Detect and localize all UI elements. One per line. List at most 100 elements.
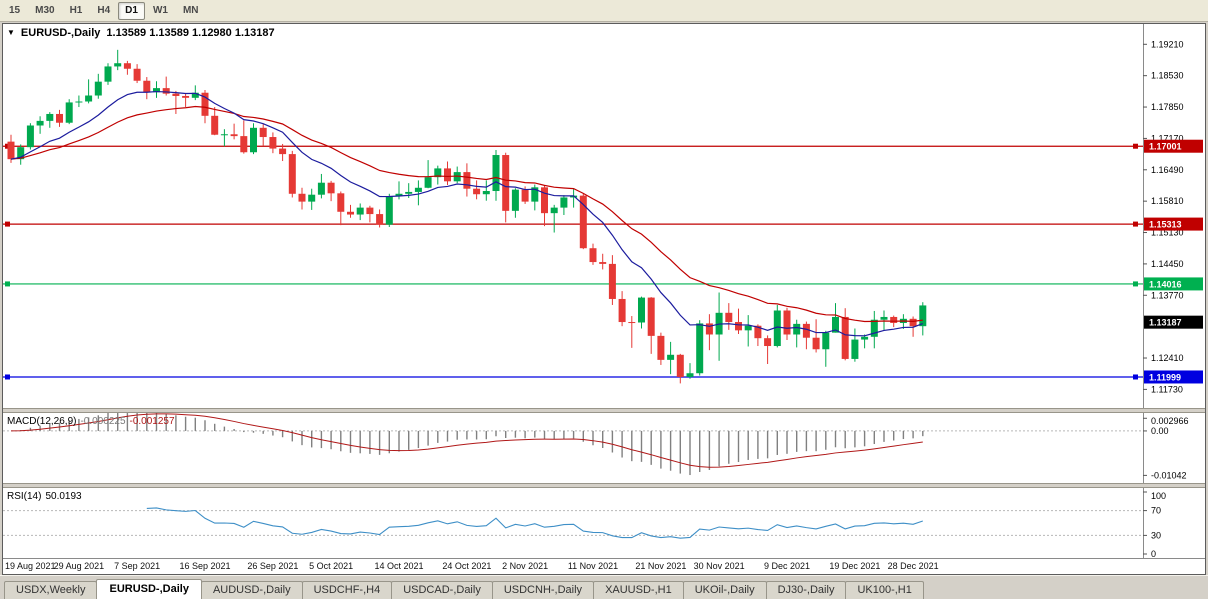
candle-body xyxy=(288,154,296,194)
macd-signal-value: -0.001257 xyxy=(129,416,175,427)
candlestick-series[interactable] xyxy=(7,49,927,384)
candle-body xyxy=(114,63,122,67)
candle-body xyxy=(696,323,704,374)
candle-body xyxy=(647,297,655,336)
candle-body xyxy=(482,191,490,195)
candle-body xyxy=(725,312,733,323)
rsi-canvas[interactable]: 100 70 30 0 xyxy=(3,488,1205,558)
candle-body xyxy=(385,196,393,225)
chart-tab-ukoil-daily[interactable]: UKOil-,Daily xyxy=(682,581,767,599)
panel-splitter[interactable] xyxy=(3,408,1205,413)
chart-tab-eurusd-daily[interactable]: EURUSD-,Daily xyxy=(96,579,202,599)
chart-window: 1.19210 1.18530 1.17850 1.17170 1.16490 1.158… xyxy=(2,23,1206,575)
candle-body xyxy=(230,134,238,137)
price-chart-panel[interactable]: 1.19210 1.18530 1.17850 1.17170 1.16490 1.158… xyxy=(3,24,1205,408)
chart-tab-usdchf-h4[interactable]: USDCHF-,H4 xyxy=(301,581,393,599)
candle-body xyxy=(405,191,413,194)
chart-symbol-title: EURUSD-,Daily xyxy=(20,27,101,39)
panel-splitter[interactable] xyxy=(3,483,1205,488)
y-axis-label: 1.14450 xyxy=(1151,259,1184,269)
current-price-tag xyxy=(1144,315,1203,329)
x-axis-label: 7 Sep 2021 xyxy=(114,561,161,571)
candle-body xyxy=(599,262,607,264)
level-handle[interactable] xyxy=(5,221,10,227)
y-axis-label: 1.15130 xyxy=(1151,228,1184,238)
x-axis-label: 24 Oct 2021 xyxy=(442,561,492,571)
x-axis-label: 26 Sep 2021 xyxy=(247,561,299,571)
level-price-tag xyxy=(1144,217,1203,231)
candle-body xyxy=(85,95,93,102)
collapse-arrow-icon[interactable]: ▼ xyxy=(7,28,15,37)
candle-body xyxy=(250,127,257,153)
chart-tabs-bar: USDX,Weekly EURUSD-,Daily AUDUSD-,Daily USD… xyxy=(0,575,1208,599)
candle-body xyxy=(376,214,384,225)
x-axis-label: 9 Dec 2021 xyxy=(763,561,811,571)
macd-signal-line xyxy=(10,413,923,468)
chart-tab-usdx-weekly[interactable]: USDX,Weekly xyxy=(4,581,98,599)
candle-body xyxy=(628,322,636,324)
level-handle[interactable] xyxy=(1133,374,1138,380)
level-handle[interactable] xyxy=(1133,143,1138,149)
candle-body xyxy=(589,248,597,263)
candle-body xyxy=(861,336,869,340)
timeframe-button-mn[interactable]: MN xyxy=(182,4,199,16)
candle-body xyxy=(356,207,364,215)
level-price-tag-text: 1.15313 xyxy=(1149,220,1182,230)
candle-body xyxy=(550,207,558,214)
chart-tab-usdcad-daily[interactable]: USDCAD-,Daily xyxy=(391,581,493,599)
chart-title: ▼ EURUSD-,Daily 1.13589 1.13589 1.12980 … xyxy=(7,27,275,39)
candle-body xyxy=(793,323,801,335)
level-handle[interactable] xyxy=(5,374,10,380)
candle-body xyxy=(56,113,63,123)
rsi-label: RSI(14) 50.0193 xyxy=(7,491,82,502)
candle-body xyxy=(298,193,306,202)
level-price-tag xyxy=(1144,139,1203,153)
x-axis-label: 30 Nov 2021 xyxy=(693,561,745,571)
timeframe-button-d1[interactable]: D1 xyxy=(118,1,145,20)
candle-body xyxy=(279,148,287,155)
candle-body xyxy=(841,316,849,359)
candle-body xyxy=(511,189,519,211)
candle-body xyxy=(890,316,898,323)
x-axis-label: 28 Dec 2021 xyxy=(887,561,939,571)
candle-body xyxy=(327,182,335,194)
price-chart-canvas[interactable]: 1.19210 1.18530 1.17850 1.17170 1.16490 1.158… xyxy=(3,24,1205,408)
chart-tab-audusd-daily[interactable]: AUDUSD-,Daily xyxy=(200,581,303,599)
candle-body xyxy=(414,187,422,192)
timeframe-toolbar: 15 M30 H1 H4 D1 W1 MN xyxy=(0,0,1208,22)
timeframe-button-15[interactable]: 15 xyxy=(9,4,21,16)
macd-axis-label: 0.00 xyxy=(1151,426,1169,436)
chart-tab-xauusd-h1[interactable]: XAUUSD-,H1 xyxy=(593,581,684,599)
timeframe-button-h1[interactable]: H1 xyxy=(69,4,83,16)
chart-tab-usdcnh-daily[interactable]: USDCNH-,Daily xyxy=(491,581,595,599)
candle-body xyxy=(832,316,839,333)
time-axis[interactable]: 19 Aug 2021 29 Aug 2021 7 Sep 2021 16 Sep 2… xyxy=(3,558,1205,574)
candle-body xyxy=(880,316,888,320)
candle-body xyxy=(638,297,645,323)
macd-panel[interactable]: 0.002966 0.00 -0.01042 MACD(12,26,9) -0.000… xyxy=(3,413,1205,483)
timeframe-button-m30[interactable]: M30 xyxy=(35,4,55,16)
level-handle[interactable] xyxy=(1133,221,1138,227)
candle-body xyxy=(240,136,248,153)
candle-body xyxy=(308,194,316,202)
candle-body xyxy=(75,101,83,103)
y-axis-label: 1.19210 xyxy=(1151,39,1184,49)
rsi-panel[interactable]: 100 70 30 0 RSI(14) 50.0193 xyxy=(3,488,1205,558)
level-price-tag-text: 1.17001 xyxy=(1149,142,1182,152)
candle-body xyxy=(492,155,500,192)
candle-body xyxy=(395,193,403,197)
candle-body xyxy=(453,172,461,182)
chart-tab-uk100-h1[interactable]: UK100-,H1 xyxy=(845,581,924,599)
timeframe-button-h4[interactable]: H4 xyxy=(97,4,111,16)
chart-tab-dj30-daily[interactable]: DJ30-,Daily xyxy=(765,581,847,599)
level-handle[interactable] xyxy=(5,281,10,287)
x-axis-label: 21 Nov 2021 xyxy=(635,561,687,571)
candle-body xyxy=(802,323,810,338)
level-price-tag xyxy=(1144,277,1203,291)
level-handle[interactable] xyxy=(1133,281,1138,287)
ma-fast-line xyxy=(10,90,924,337)
candle-body xyxy=(17,147,25,160)
timeframe-button-w1[interactable]: W1 xyxy=(152,4,168,16)
candle-body xyxy=(46,113,54,121)
